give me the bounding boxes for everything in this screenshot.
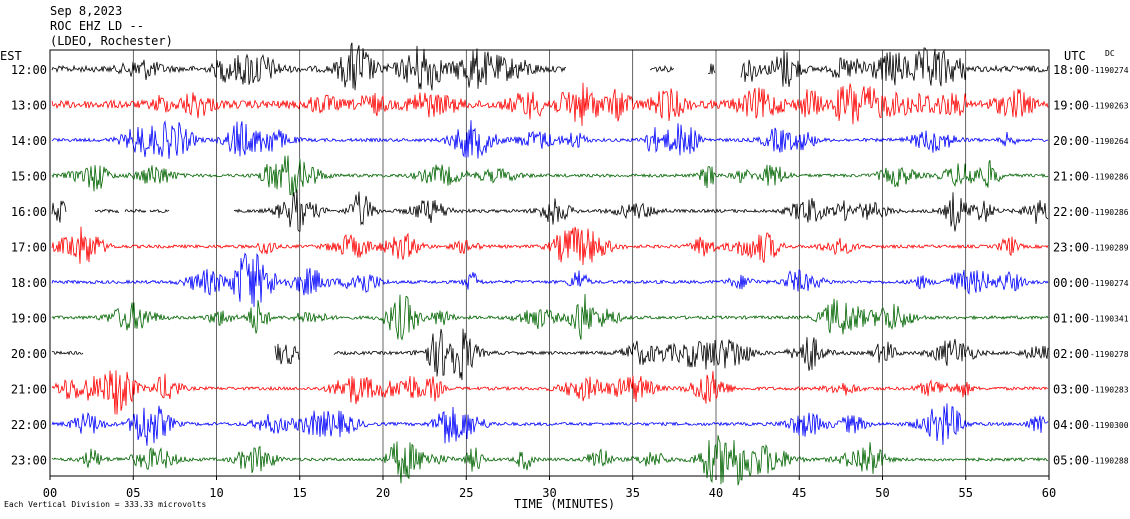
trace-15:00 bbox=[51, 155, 1049, 197]
plot-network: (LDEO, Rochester) bbox=[50, 34, 173, 48]
dc-offset-5: -1190289 bbox=[1090, 244, 1129, 253]
trace-19:00 bbox=[51, 293, 1049, 341]
x-tick-00: 00 bbox=[43, 486, 57, 500]
est-label-17:00: 17:00 bbox=[11, 241, 47, 255]
utc-label-22:00: 22:00 bbox=[1053, 205, 1089, 219]
dc-offset-1: -1190263 bbox=[1090, 102, 1129, 111]
trace-21:00 bbox=[51, 370, 1049, 415]
x-tick-50: 50 bbox=[875, 486, 889, 500]
dc-offset-3: -1190286 bbox=[1090, 173, 1129, 182]
x-tick-15: 15 bbox=[293, 486, 307, 500]
trace-17:00 bbox=[51, 226, 1049, 266]
utc-label-23:00: 23:00 bbox=[1053, 241, 1089, 255]
utc-label-19:00: 19:00 bbox=[1053, 99, 1089, 113]
trace-14:00 bbox=[51, 120, 1049, 159]
dc-axis-title: DC bbox=[1105, 49, 1115, 58]
utc-label-03:00: 03:00 bbox=[1053, 383, 1089, 397]
time-axis-ticks: 00 05 10 15 20 25 30 35 40 45 50 55 60 bbox=[43, 476, 1056, 500]
est-label-21:00: 21:00 bbox=[11, 383, 47, 397]
x-tick-30: 30 bbox=[542, 486, 556, 500]
utc-label-18:00: 18:00 bbox=[1053, 63, 1089, 77]
est-label-15:00: 15:00 bbox=[11, 170, 47, 184]
plot-date: Sep 8,2023 bbox=[50, 4, 123, 18]
est-label-23:00: 23:00 bbox=[11, 454, 47, 468]
utc-label-20:00: 20:00 bbox=[1053, 134, 1089, 148]
x-tick-45: 45 bbox=[792, 486, 806, 500]
x-axis-label: TIME (MINUTES) bbox=[514, 497, 616, 511]
x-tick-55: 55 bbox=[959, 486, 973, 500]
trace-23:00 bbox=[51, 435, 1049, 486]
x-tick-60: 60 bbox=[1042, 486, 1056, 500]
est-label-13:00: 13:00 bbox=[11, 99, 47, 113]
dc-offset-2: -1190264 bbox=[1090, 137, 1129, 146]
vertical-division-note: Each Vertical Division = 333.33 microvol… bbox=[4, 500, 207, 509]
x-tick-20: 20 bbox=[376, 486, 390, 500]
x-tick-35: 35 bbox=[626, 486, 640, 500]
dc-offset-4: -1190286 bbox=[1090, 208, 1129, 217]
trace-13:00 bbox=[51, 82, 1049, 126]
dc-offset-8: -1190278 bbox=[1090, 350, 1129, 359]
utc-label-04:00: 04:00 bbox=[1053, 418, 1089, 432]
est-label-22:00: 22:00 bbox=[11, 418, 47, 432]
est-label-19:00: 19:00 bbox=[11, 312, 47, 326]
seismic-traces bbox=[51, 42, 1049, 486]
est-axis-title: EST bbox=[0, 49, 22, 63]
utc-label-00:00: 00:00 bbox=[1053, 276, 1089, 290]
trace-12:00 bbox=[51, 42, 1049, 91]
est-label-18:00: 18:00 bbox=[11, 276, 47, 290]
x-tick-05: 05 bbox=[126, 486, 140, 500]
dc-offset-10: -1190300 bbox=[1090, 421, 1129, 430]
trace-18:00 bbox=[51, 252, 1049, 308]
est-label-16:00: 16:00 bbox=[11, 205, 47, 219]
trace-20:00 bbox=[51, 328, 1049, 381]
utc-axis-title: UTC bbox=[1064, 49, 1086, 63]
est-label-20:00: 20:00 bbox=[11, 347, 47, 361]
x-tick-40: 40 bbox=[709, 486, 723, 500]
est-label-14:00: 14:00 bbox=[11, 134, 47, 148]
plot-station: ROC EHZ LD -- bbox=[50, 19, 144, 33]
trace-22:00 bbox=[51, 403, 1049, 446]
x-tick-25: 25 bbox=[459, 486, 473, 500]
est-label-12:00: 12:00 bbox=[11, 63, 47, 77]
minute-gridlines bbox=[132, 50, 967, 476]
trace-16:00 bbox=[51, 189, 1049, 232]
utc-label-02:00: 02:00 bbox=[1053, 347, 1089, 361]
dc-offset-7: -1190341 bbox=[1090, 315, 1129, 324]
dc-offset-11: -1190288 bbox=[1090, 457, 1129, 466]
dc-offset-9: -1190283 bbox=[1090, 386, 1129, 395]
dc-offset-0: -1190274 bbox=[1090, 66, 1129, 75]
utc-label-21:00: 21:00 bbox=[1053, 170, 1089, 184]
utc-label-01:00: 01:00 bbox=[1053, 312, 1089, 326]
dc-offset-6: -1190274 bbox=[1090, 279, 1129, 288]
x-tick-10: 10 bbox=[209, 486, 223, 500]
utc-label-05:00: 05:00 bbox=[1053, 454, 1089, 468]
